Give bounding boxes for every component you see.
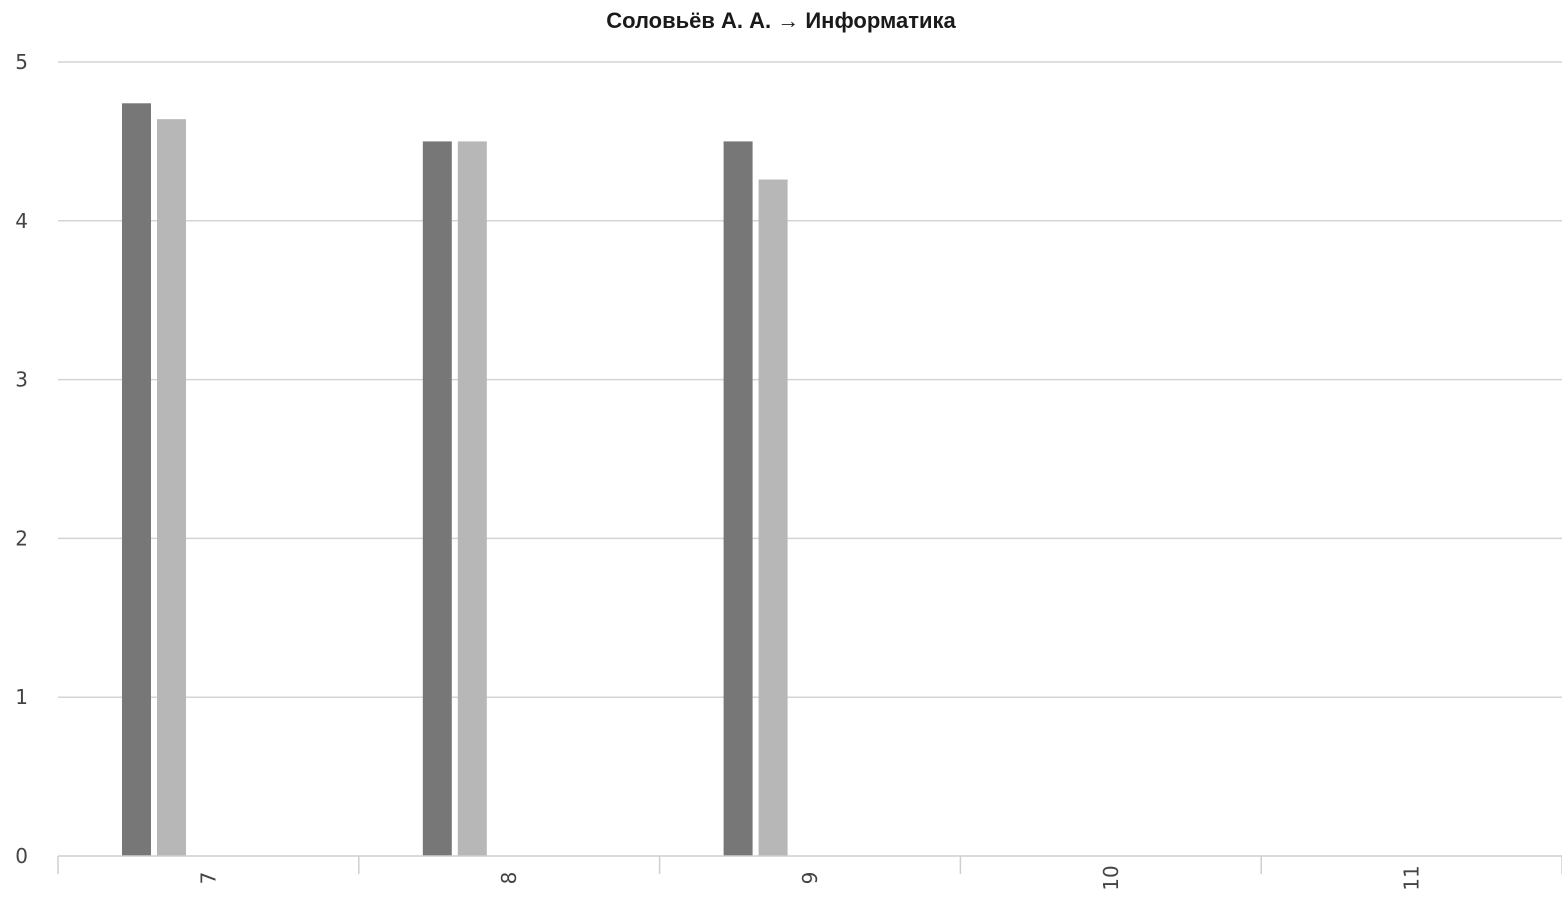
bar-9-series-1 (723, 141, 753, 856)
bar-9-series-2 (758, 179, 788, 857)
y-tick-label: 4 (15, 209, 28, 233)
chart-title: Соловьёв А. А. → Информатика (606, 8, 956, 33)
y-tick-label: 3 (15, 368, 28, 392)
x-tick-label: 11 (1400, 865, 1424, 890)
y-tick-label: 1 (15, 685, 28, 709)
x-tick-label: 7 (196, 872, 220, 885)
bar-7-series-2 (157, 119, 186, 857)
gridlines (58, 61, 1562, 698)
bars (122, 103, 788, 857)
bar-8-series-1 (422, 141, 452, 856)
y-tick-label: 5 (15, 50, 28, 74)
x-axis (57, 855, 1562, 874)
y-tick-label: 2 (15, 526, 28, 550)
x-axis-ticks: 7 8 9 10 11 (196, 865, 1423, 890)
y-axis-ticks: 0 1 2 3 4 5 (15, 50, 28, 868)
bar-7-series-1 (122, 103, 151, 856)
x-tick-label: 10 (1099, 865, 1123, 890)
x-tick-label: 9 (798, 872, 822, 885)
bar-8-series-2 (457, 141, 487, 856)
y-tick-label: 0 (15, 844, 28, 868)
x-tick-label: 8 (497, 872, 521, 885)
